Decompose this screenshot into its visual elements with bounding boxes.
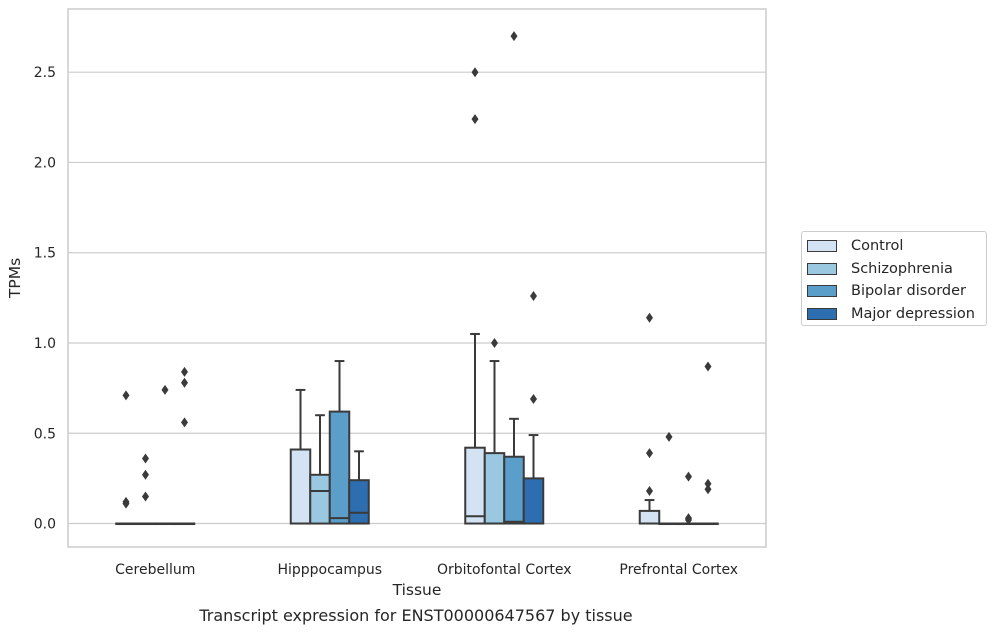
box-bipolar-disorder [503,455,525,525]
outlier-point [161,384,169,395]
outlier-point [122,498,130,509]
outlier-point [685,471,692,482]
y-tick-label: 2.0 [34,155,56,171]
outlier-point [646,448,653,459]
box-control [289,448,312,525]
y-tick-label: 2.5 [34,65,56,81]
plot-area [68,9,766,547]
x-tick-label: Hipppocampus [277,562,382,578]
box-bipolar-disorder [328,410,351,525]
legend: Control Schizophrenia Bipolar disorder M… [801,231,987,326]
x-axis-label: Tissue [392,581,442,599]
chart-caption: Transcript expression for ENST0000064756… [199,606,633,625]
box-major-depression [348,479,370,525]
legend-item-control: Control [807,235,986,258]
legend-label-schizophrenia: Schizophrenia [851,260,953,277]
legend-swatch-schizophrenia [807,262,837,275]
box-control [638,509,661,525]
outlier-point [665,431,673,442]
outlier-point [704,361,712,372]
y-tick-label: 1.0 [34,336,56,352]
y-axis-label: TPMs [6,258,24,299]
x-tick-label: Prefrontal Cortex [619,562,738,578]
outlier-point [685,514,692,525]
plot-frame [67,8,767,548]
x-tick-label: Cerebellum [115,562,195,578]
legend-label-control: Control [851,238,904,255]
box-control [464,446,486,525]
y-tick-label: 0.5 [34,426,56,442]
box-major-depression [522,477,545,525]
outlier-point [471,114,479,125]
outlier-point [122,390,130,401]
outlier-point [142,491,149,502]
outlier-point [704,484,712,495]
outlier-point [646,486,653,497]
outlier-point [530,291,537,302]
legend-item-major-depression: Major depression [807,303,986,326]
y-tick-label: 0.0 [34,517,56,533]
x-tick-label: Orbitofontal Cortex [437,562,572,578]
legend-swatch-major-depression [807,307,837,320]
outlier-point [142,469,149,480]
outlier-point [181,377,188,388]
outlier-point [181,366,188,377]
outlier-point [142,453,149,464]
legend-label-major-depression: Major depression [851,305,975,322]
legend-swatch-control [807,240,837,253]
legend-label-bipolar-disorder: Bipolar disorder [851,283,966,300]
y-tick-label: 1.5 [34,246,56,262]
legend-swatch-bipolar-disorder [807,285,837,298]
legend-item-bipolar-disorder: Bipolar disorder [807,280,986,303]
outlier-point [491,337,498,348]
outlier-point [510,31,518,42]
outlier-point [471,67,479,78]
legend-item-schizophrenia: Schizophrenia [807,258,986,281]
box-schizophrenia [309,473,331,525]
outlier-point [646,312,653,323]
outlier-point [704,478,712,489]
outlier-point [181,417,188,428]
outlier-point [530,393,537,404]
box-schizophrenia [483,452,506,525]
